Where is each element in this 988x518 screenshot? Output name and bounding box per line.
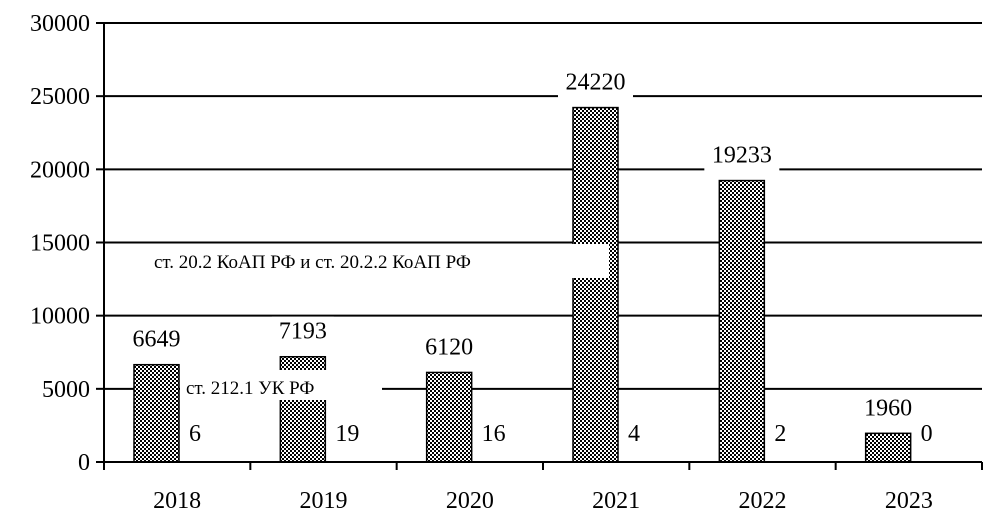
data-label-background	[271, 316, 334, 347]
y-tick-label: 0	[78, 450, 90, 476]
data-label-background	[418, 332, 481, 363]
y-tick-label: 25000	[30, 84, 90, 110]
bar	[425, 371, 473, 463]
secondary-data-label: 16	[482, 421, 506, 447]
bar	[133, 363, 180, 463]
secondary-data-label: 2	[774, 421, 786, 447]
x-tick-label: 2019	[300, 488, 348, 514]
secondary-data-label: 4	[628, 421, 640, 447]
gridlines	[104, 22, 982, 390]
y-tick-label: 20000	[30, 157, 90, 183]
secondary-data-label: 6	[189, 421, 201, 447]
bar	[718, 179, 766, 463]
data-label-background	[125, 324, 188, 355]
y-tick-label: 30000	[30, 11, 90, 37]
x-tick-label: 2022	[739, 488, 787, 514]
y-tick-label: 10000	[30, 304, 90, 330]
data-label: 24220	[566, 70, 626, 96]
x-tick-label: 2020	[446, 488, 494, 514]
data-label: 7193	[279, 319, 327, 345]
data-label: 19233	[712, 143, 772, 169]
bar	[864, 432, 912, 463]
annotation-background	[180, 370, 382, 400]
data-label: 6649	[133, 327, 181, 353]
x-tick-label: 2023	[885, 488, 933, 514]
data-label-background	[857, 393, 920, 424]
data-label-background	[558, 67, 633, 98]
secondary-data-label: 19	[335, 421, 359, 447]
data-labels: 6649 6 7193 19 6120 16 24220 4 19233 2 1960 0	[125, 67, 933, 447]
data-label: 1960	[864, 395, 912, 421]
x-tick-label: 2021	[592, 488, 640, 514]
data-label-background	[704, 140, 780, 171]
y-tick-label: 5000	[42, 377, 90, 403]
annotation-label: ст. 212.1 УК РФ	[186, 378, 314, 399]
annotation-background	[148, 244, 609, 278]
secondary-data-label: 0	[921, 421, 933, 447]
data-label: 6120	[425, 334, 473, 360]
bars	[133, 106, 912, 463]
annotation-label: ст. 20.2 КоАП РФ и ст. 20.2.2 КоАП РФ	[154, 252, 471, 273]
annotations: ст. 20.2 КоАП РФ и ст. 20.2.2 КоАП РФ ст.…	[148, 244, 609, 400]
y-tick-label: 15000	[30, 231, 90, 257]
bar	[572, 106, 619, 463]
x-tick-label: 2018	[153, 488, 201, 514]
